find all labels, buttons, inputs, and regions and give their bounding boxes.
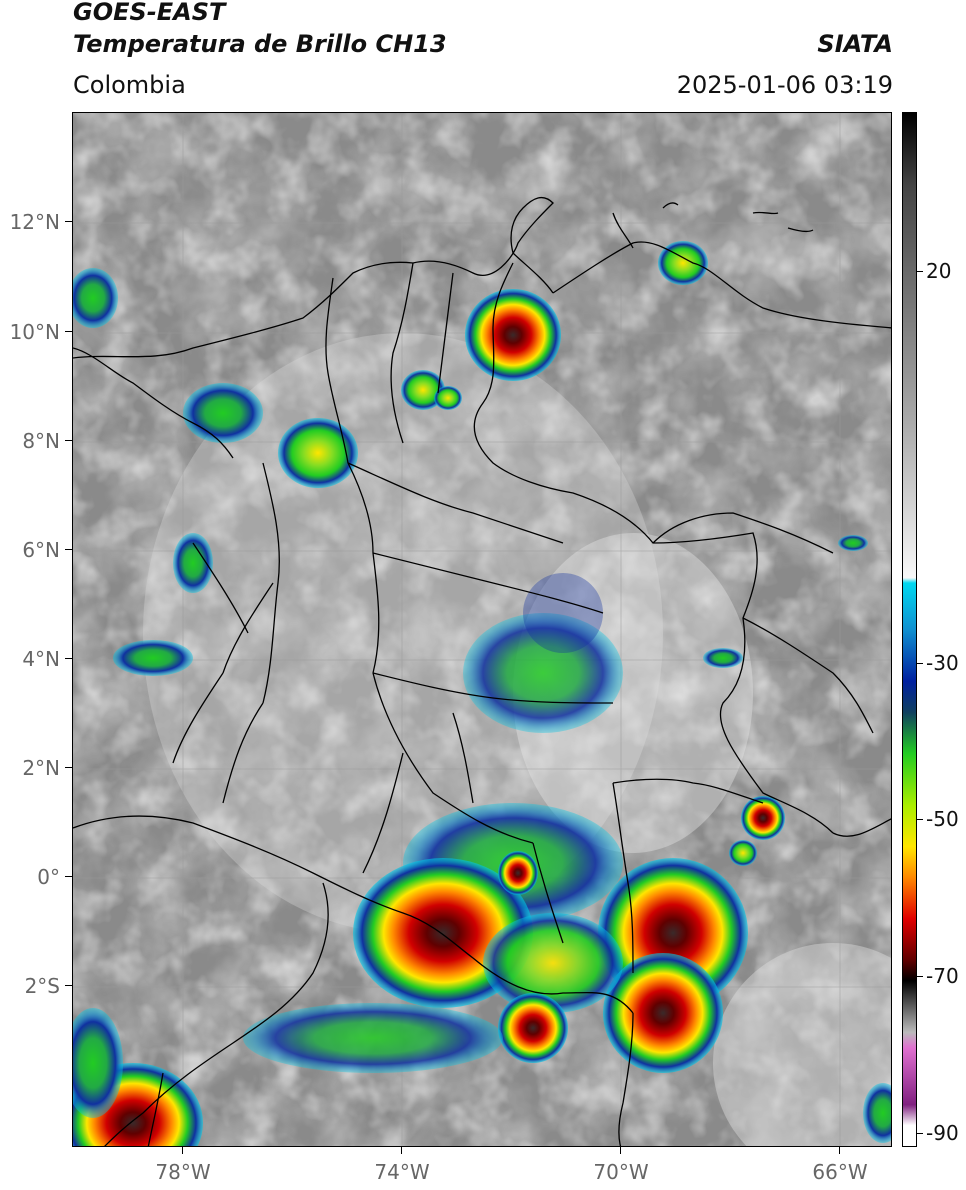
lat-label-0: 0°: [37, 865, 60, 889]
colorbar-label-minus70: -70: [926, 964, 959, 988]
colorbar-tick: [917, 1133, 923, 1134]
lon-tick: [401, 1147, 402, 1154]
colorbar-tick: [917, 663, 923, 664]
colorbar-label-minus90: -90: [926, 1121, 959, 1145]
lon-label-78w: 78°W: [155, 1160, 211, 1184]
brand-label: SIATA: [817, 30, 893, 58]
lat-label-12n: 12°N: [9, 210, 60, 234]
storm-cell-amazonas-south: [603, 953, 723, 1073]
lat-tick: [65, 440, 72, 441]
lon-label-74w: 74°W: [374, 1160, 430, 1184]
lat-label-2n: 2°N: [22, 756, 60, 780]
lon-tick: [839, 1147, 840, 1154]
lat-tick: [65, 767, 72, 768]
lon-tick: [620, 1147, 621, 1154]
lat-tick: [65, 658, 72, 659]
borders: [73, 196, 891, 1146]
title-satellite: GOES-EAST: [73, 0, 226, 26]
timestamp-label: 2025-01-06 03:19: [676, 71, 893, 99]
satellite-map[interactable]: [72, 112, 892, 1147]
lat-label-6n: 6°N: [22, 538, 60, 562]
map-svg: [73, 113, 891, 1146]
title-product: Temperatura de Brillo CH13: [73, 30, 447, 58]
colorbar-tick: [917, 819, 923, 820]
convective-cells: [73, 241, 891, 1146]
colorbar: [902, 112, 917, 1147]
colorbar-tick: [917, 271, 923, 272]
lat-tick: [65, 221, 72, 222]
lon-label-66w: 66°W: [812, 1160, 868, 1184]
lat-label-2s: 2°S: [24, 974, 60, 998]
colorbar-label-20: 20: [926, 259, 952, 283]
lat-tick: [65, 549, 72, 550]
storm-cell-guajira: [465, 289, 561, 381]
lat-label-4n: 4°N: [22, 647, 60, 671]
lat-label-10n: 10°N: [9, 320, 60, 344]
storm-cell-vaupes: [741, 796, 785, 840]
colorbar-label-minus30: -30: [926, 651, 959, 675]
lat-tick: [65, 876, 72, 877]
colorbar-label-minus50: -50: [926, 807, 959, 831]
region-label: Colombia: [73, 71, 186, 99]
lon-label-70w: 70°W: [593, 1160, 649, 1184]
lon-tick: [182, 1147, 183, 1154]
colorbar-tick: [917, 976, 923, 977]
lat-tick: [65, 985, 72, 986]
storm-cell-cordoba: [278, 418, 358, 488]
lat-tick: [65, 331, 72, 332]
lat-label-8n: 8°N: [22, 429, 60, 453]
